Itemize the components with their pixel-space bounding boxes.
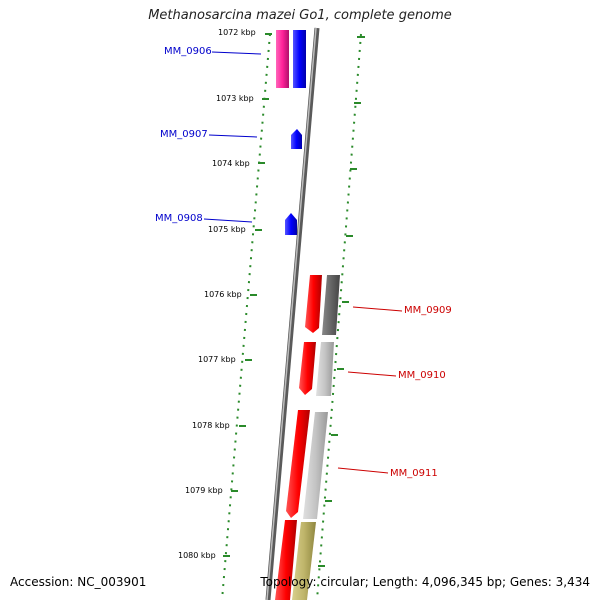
- gene-arrow-red-1: [305, 275, 322, 333]
- right-major-ticks: [318, 36, 365, 567]
- genome-summary-text: Topology: circular; Length: 4,096,345 bp…: [260, 575, 590, 589]
- leader-line: [208, 134, 258, 138]
- gene-block-red-4: [275, 520, 297, 600]
- tick-label: 1080 kbp: [178, 551, 216, 560]
- accession-text: Accession: NC_003901: [10, 575, 147, 589]
- gene-block-mm0911: [303, 412, 328, 519]
- tick-label: 1079 kbp: [185, 486, 223, 495]
- leader-line: [352, 306, 403, 312]
- gene-block-olive: [292, 522, 316, 600]
- gene-label-mm0908: MM_0908: [155, 213, 203, 224]
- gene-block-magenta: [276, 30, 289, 88]
- gene-arrow-red-3: [286, 410, 310, 518]
- tick-label: 1073 kbp: [216, 94, 254, 103]
- tick-label: 1075 kbp: [208, 225, 246, 234]
- gene-label-mm0910: MM_0910: [398, 370, 446, 381]
- leader-line: [203, 218, 253, 223]
- gene-label-mm0906: MM_0906: [164, 46, 212, 57]
- tick-label: 1072 kbp: [218, 28, 256, 37]
- leader-line: [337, 467, 389, 474]
- gene-arrow-red-2: [299, 342, 316, 395]
- gene-label-mm0909: MM_0909: [404, 305, 452, 316]
- tick-label: 1077 kbp: [198, 355, 236, 364]
- left-ruler: [221, 33, 271, 600]
- gene-label-mm0907: MM_0907: [160, 129, 208, 140]
- gene-block-mm0906: [293, 30, 306, 88]
- gene-arrow-mm0908: [285, 213, 297, 235]
- gene-block-mm0910: [316, 342, 334, 396]
- tick-label: 1074 kbp: [212, 159, 250, 168]
- left-major-ticks: [223, 33, 272, 557]
- gene-arrow-mm0907: [291, 129, 302, 149]
- tick-label: 1078 kbp: [192, 421, 230, 430]
- backbone-line: [265, 27, 320, 600]
- map-title: Methanosarcina mazei Go1, complete genom…: [148, 8, 452, 23]
- leader-line: [347, 371, 397, 377]
- leader-line: [211, 51, 262, 55]
- gene-label-mm0911: MM_0911: [390, 468, 438, 479]
- right-ruler: [316, 33, 362, 600]
- tick-label: 1076 kbp: [204, 290, 242, 299]
- gene-block-mm0909: [322, 275, 340, 335]
